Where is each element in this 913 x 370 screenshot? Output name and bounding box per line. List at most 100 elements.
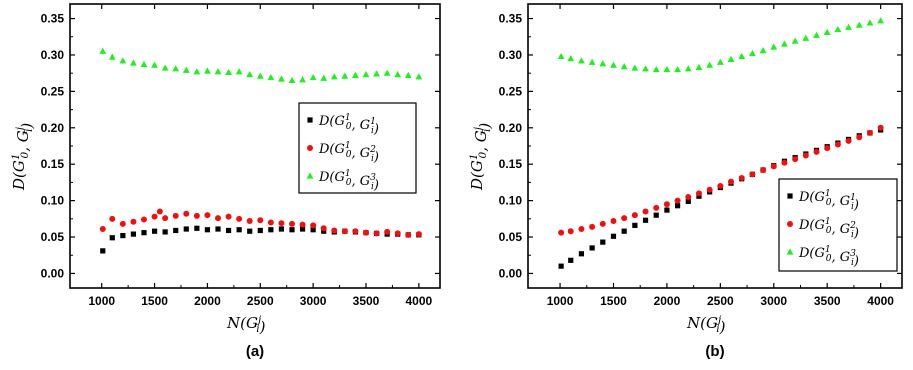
legend: D(G1 0, G1 i) D(G1 0, G2 i) D(G1 0, G3 i): [778, 178, 898, 272]
data-point: [214, 68, 222, 75]
data-point: [589, 245, 595, 251]
data-point: [802, 34, 810, 41]
data-point: [109, 235, 115, 241]
data-point: [151, 61, 158, 68]
data-point: [172, 65, 180, 72]
legend-label-1: D(G1 0, G1 i): [798, 189, 859, 213]
data-point: [834, 141, 841, 148]
data-point: [727, 55, 735, 62]
data-point: [728, 178, 735, 185]
x-axis-label: N(Gj i): [226, 314, 266, 336]
data-point: [161, 64, 169, 71]
data-point: [267, 73, 275, 81]
data-point: [759, 47, 767, 54]
data-point: [278, 220, 285, 227]
data-point: [268, 227, 274, 233]
y-tick-label: 0.10: [499, 194, 523, 208]
data-point: [610, 61, 617, 68]
y-axis-label: D(G10, Gji): [10, 123, 36, 191]
data-point: [620, 63, 628, 70]
data-point: [695, 190, 702, 197]
y-tick-label: 0.30: [499, 48, 523, 62]
legend-label-2: D(G1 0, G2 i): [318, 141, 379, 165]
legend-label-3: D(G1 0, G3 i): [798, 245, 859, 269]
data-point: [652, 65, 660, 73]
legend-label-1: D(G1 0, G1 i): [318, 113, 379, 137]
data-point: [578, 57, 585, 64]
data-point: [631, 64, 639, 71]
data-point: [813, 148, 820, 155]
panel-label: (b): [705, 343, 724, 360]
y-tick-label: 0.20: [499, 121, 523, 135]
data-point: [684, 65, 692, 72]
data-point: [632, 222, 638, 228]
data-point: [172, 212, 179, 219]
x-tick-label: 1500: [600, 294, 627, 308]
y-tick-label: 0.35: [499, 12, 523, 26]
data-point: [257, 217, 264, 224]
data-point: [204, 67, 211, 74]
data-point: [405, 231, 412, 238]
data-point: [204, 212, 211, 219]
data-point: [855, 21, 863, 28]
data-point: [256, 72, 264, 79]
data-point: [309, 73, 317, 81]
x-tick-label: 3000: [760, 294, 787, 308]
data-point: [717, 183, 724, 190]
data-point: [193, 68, 201, 75]
y-tick-label: 0.35: [41, 12, 65, 26]
data-point: [675, 203, 681, 209]
x-tick-label: 4000: [406, 294, 433, 308]
data-point: [119, 57, 127, 64]
data-point: [631, 212, 638, 219]
data-point: [781, 159, 788, 166]
data-point: [588, 58, 596, 65]
legend-label-3: D(G1 0, G3 i): [318, 169, 379, 193]
data-point: [578, 251, 585, 257]
data-point: [404, 71, 412, 78]
x-tick-label: 1500: [141, 294, 168, 308]
data-point: [653, 212, 659, 218]
y-tick-label: 0.20: [41, 121, 65, 135]
data-point: [749, 171, 756, 178]
data-point: [331, 227, 338, 234]
y-tick-label: 0.30: [41, 48, 65, 62]
data-point: [140, 60, 148, 68]
data-point: [120, 232, 126, 239]
data-point: [856, 134, 863, 141]
data-point: [610, 218, 617, 225]
data-point: [610, 233, 617, 239]
series-3: [99, 47, 423, 84]
data-point: [589, 223, 596, 230]
data-point: [204, 227, 211, 233]
data-point: [320, 74, 328, 81]
data-point: [567, 228, 574, 235]
data-point: [162, 215, 169, 222]
data-point: [813, 31, 820, 38]
data-point: [299, 226, 306, 232]
data-point: [141, 230, 147, 236]
data-point: [642, 65, 649, 72]
legend-marker-2: [307, 145, 313, 151]
data-point: [394, 230, 401, 237]
data-point: [183, 226, 189, 232]
data-point: [173, 227, 179, 234]
x-tick-label: 3000: [300, 294, 327, 308]
data-point: [558, 263, 564, 269]
data-point: [119, 220, 126, 227]
y-tick-label: 0.15: [499, 157, 523, 171]
data-point: [151, 213, 158, 220]
series-1: [100, 225, 422, 254]
data-point: [621, 228, 627, 234]
series-2: [558, 124, 884, 236]
x-tick-label: 3500: [814, 294, 841, 308]
data-point: [130, 218, 137, 225]
y-tick-label: 0.00: [41, 266, 65, 280]
x-tick-label: 2000: [654, 294, 681, 308]
data-point: [373, 70, 380, 77]
data-point: [558, 229, 565, 236]
data-point: [236, 227, 242, 233]
data-point: [215, 226, 221, 232]
x-tick-label: 2000: [194, 294, 221, 308]
